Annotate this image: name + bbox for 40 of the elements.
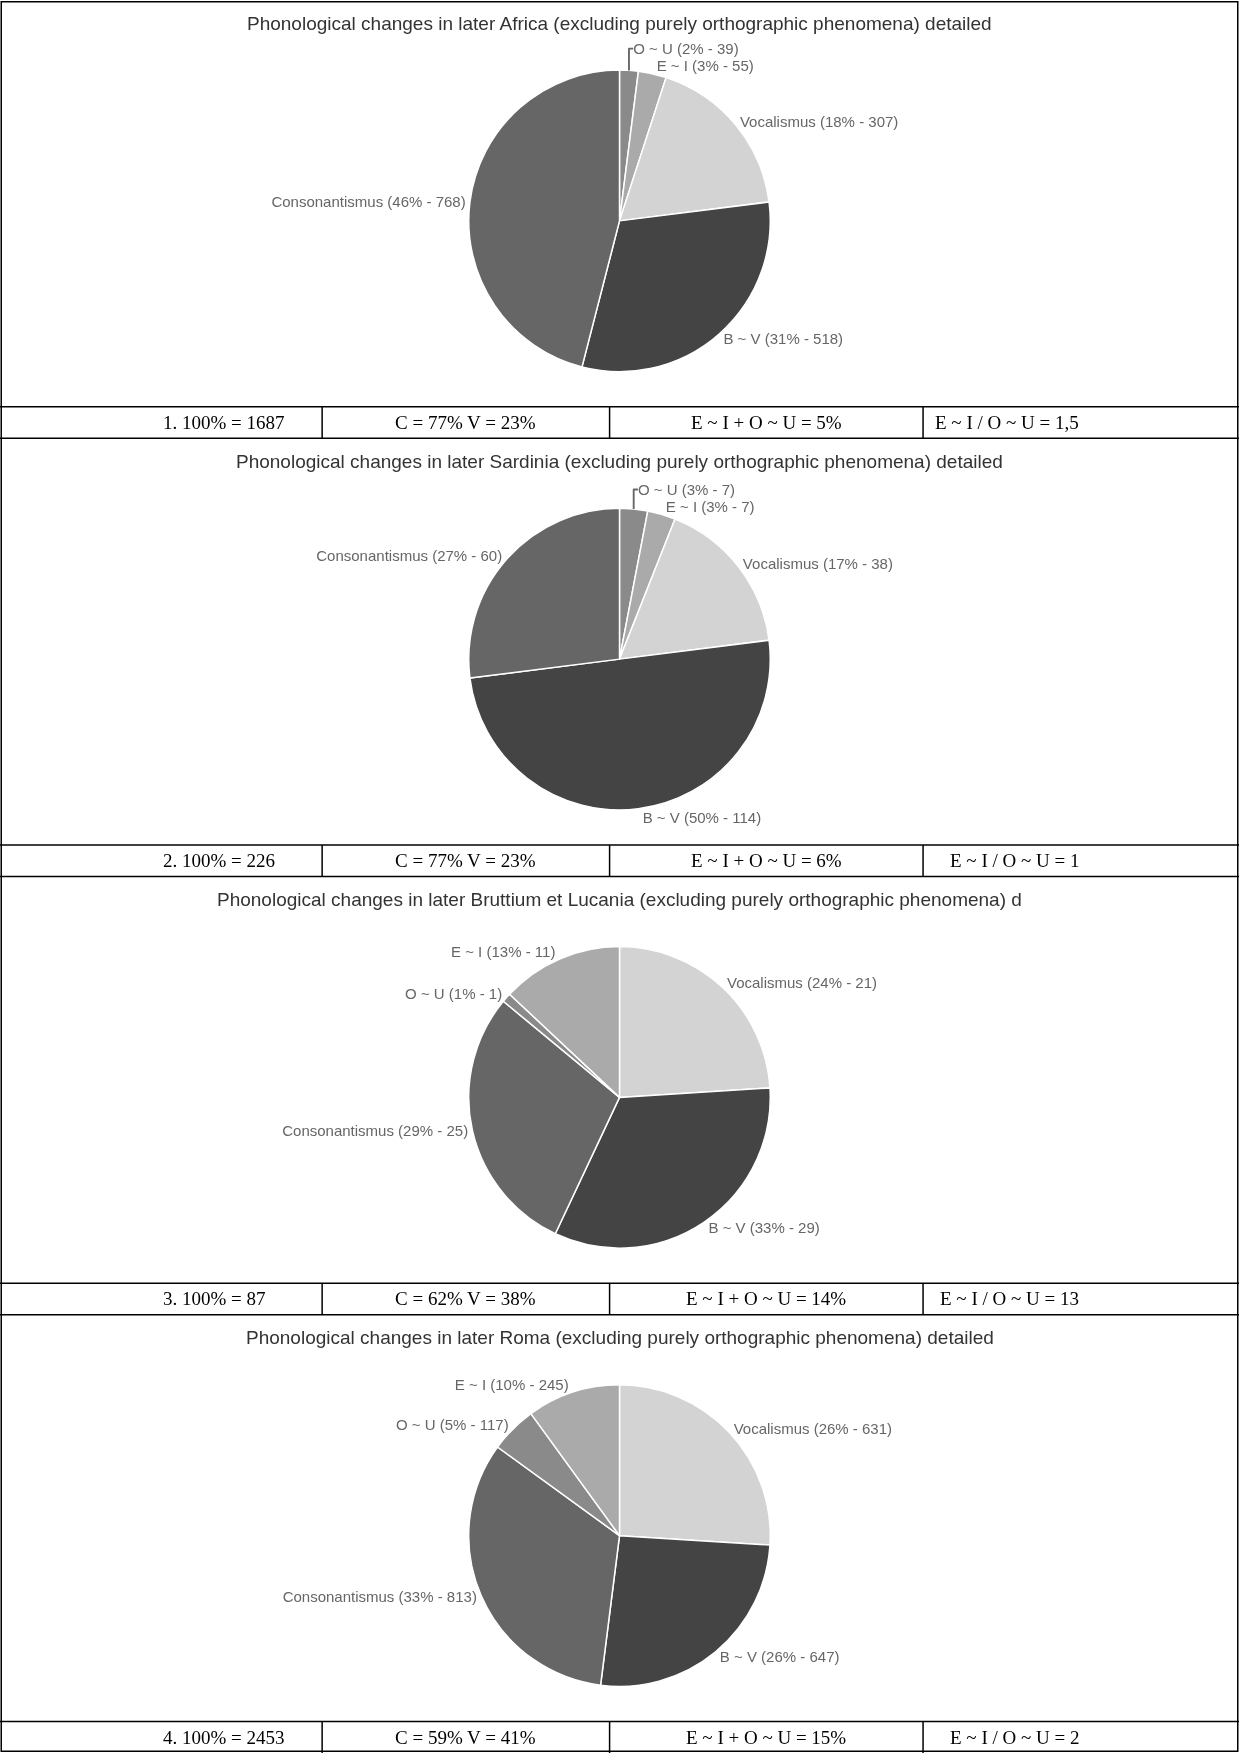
slice-label: O ~ U (1% - 1) [405, 985, 503, 1003]
text: E ~ I / O ~ U = 2 [950, 1727, 1080, 1748]
slice-label: E ~ I (3% - 7) [665, 498, 755, 516]
slice-label: E ~ I (3% - 55) [656, 57, 754, 75]
chart-title: Phonological changes in later Africa (excluding purely orthographic phenomena) detailed [247, 13, 992, 34]
slice-label: O ~ U (5% - 117) [395, 1416, 509, 1434]
text: E ~ I / O ~ U = 13 [940, 1288, 1079, 1309]
slice-label: Vocalismus (17% - 38) [742, 555, 893, 573]
text: E ~ I / O ~ U = 1 [950, 850, 1080, 871]
chart-title: Phonological changes in later Sardinia (excluding purely orthographic phenomena) detailed [236, 451, 1003, 472]
chart-title: Phonological changes in later Roma (excluding purely orthographic phenomena) detailed [246, 1327, 994, 1348]
slice-label: Consonantismus (33% - 813) [282, 1588, 477, 1606]
text: E ~ I + O ~ U = 15% [686, 1727, 847, 1748]
text: C = 62% V = 38% [395, 1288, 536, 1309]
text: C = 77% V = 23% [395, 850, 536, 871]
slice-label: B ~ V (31% - 518) [723, 330, 844, 348]
chart-title: Phonological changes in later Bruttium et Lucania (excluding purely orthographic phenomena) d [217, 889, 1022, 910]
text: E ~ I / O ~ U = 1,5 [935, 412, 1079, 433]
slice-label: Consonantismus (46% - 768) [271, 193, 466, 211]
slice-label: Consonantismus (29% - 25) [282, 1122, 469, 1140]
slice-label: E ~ I (13% - 11) [451, 943, 556, 961]
text: 4. 100% = 2453 [163, 1727, 285, 1748]
slice-label: Vocalismus (18% - 307) [739, 112, 899, 130]
slice-label: B ~ V (33% - 29) [708, 1219, 820, 1237]
text: E ~ I + O ~ U = 5% [691, 412, 842, 433]
text: C = 59% V = 41% [395, 1727, 536, 1748]
slice-label: Vocalismus (24% - 21) [726, 974, 878, 992]
slice-label: B ~ V (26% - 647) [719, 1648, 840, 1666]
text: 2. 100% = 226 [163, 850, 276, 871]
slice-label: E ~ I (10% - 245) [454, 1376, 569, 1394]
slice-label: B ~ V (50% - 114) [642, 808, 762, 826]
text: E ~ I + O ~ U = 6% [691, 850, 842, 871]
slice-label: Vocalismus (26% - 631) [733, 1419, 893, 1437]
text: E ~ I + O ~ U = 14% [686, 1288, 847, 1309]
slice-label: O ~ U (2% - 39) [633, 40, 739, 58]
text: 1. 100% = 1687 [163, 412, 285, 433]
slice-label: Consonantismus (27% - 60) [316, 547, 503, 565]
text: 3. 100% = 87 [163, 1288, 266, 1309]
text: C = 77% V = 23% [395, 412, 536, 433]
slice-label: O ~ U (3% - 7) [637, 481, 736, 499]
